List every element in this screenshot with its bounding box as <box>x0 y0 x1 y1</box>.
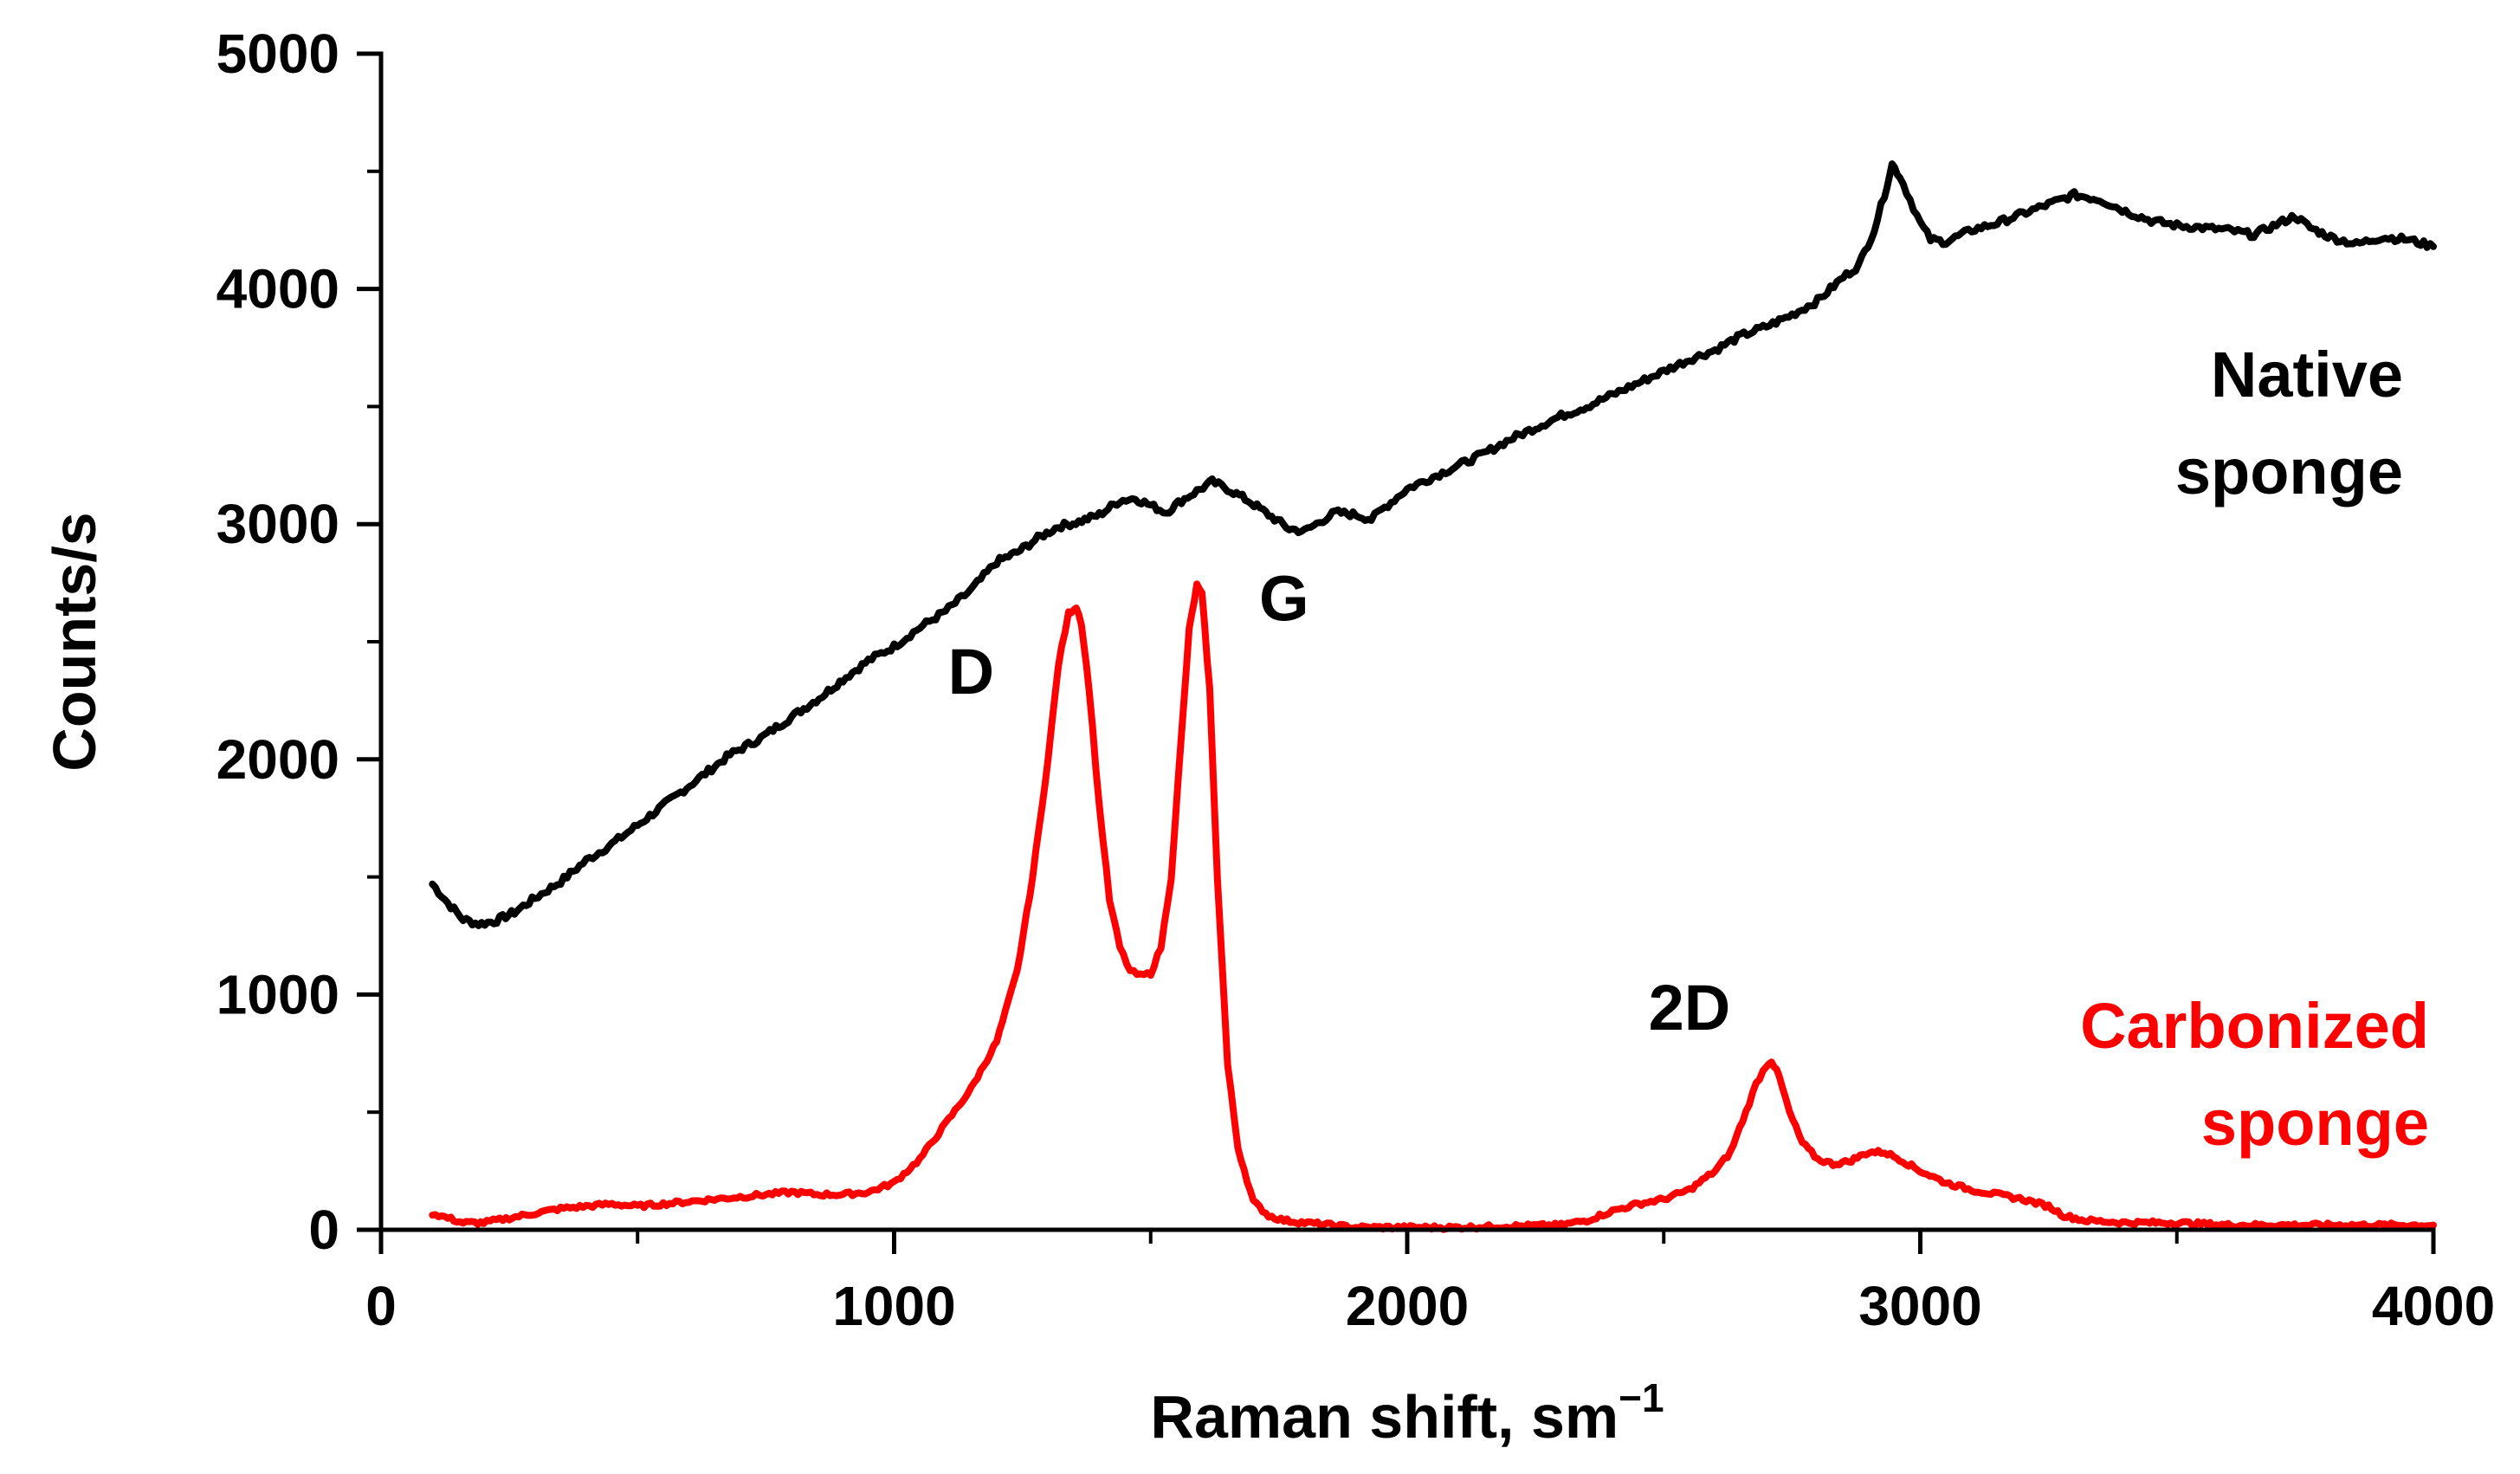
native-sponge-label-line: Native <box>2211 339 2403 411</box>
peak-label-g: G <box>1259 563 1309 635</box>
x-tick-label: 0 <box>365 1275 397 1337</box>
peak-label-2d: 2D <box>1649 972 1731 1044</box>
carbonized-sponge-label-line: Carbonized <box>2080 990 2429 1062</box>
x-tick-labels: 0 1000 2000 3000 4000 <box>365 1275 2495 1337</box>
y-tick-labels: 0 1000 2000 3000 4000 5000 <box>216 23 339 1261</box>
x-axis-title-text: Raman shift, sm <box>1150 1383 1619 1451</box>
native-sponge-label-line: sponge <box>2175 436 2403 507</box>
y-tick-label: 2000 <box>216 728 339 791</box>
carbonized-sponge-label-line: sponge <box>2201 1087 2429 1159</box>
x-axis-title-superscript: −1 <box>1619 1375 1664 1420</box>
y-tick-label: 4000 <box>216 258 339 320</box>
x-tick-label: 1000 <box>832 1275 955 1337</box>
x-tick-label: 4000 <box>2372 1275 2495 1337</box>
x-tick-label: 3000 <box>1858 1275 1981 1337</box>
x-axis-title: Raman shift, sm−1 <box>1150 1375 1664 1451</box>
series-labels: Native sponge Carbonized sponge <box>2080 339 2429 1159</box>
y-tick-label: 5000 <box>216 23 339 85</box>
y-tick-label: 0 <box>308 1199 339 1261</box>
y-tick-label: 1000 <box>216 963 339 1025</box>
series-lines <box>429 160 2437 1233</box>
tick-marks <box>357 51 2436 1254</box>
native-sponge-line <box>429 160 2437 929</box>
peak-label-d: D <box>948 636 994 708</box>
y-tick-label: 3000 <box>216 493 339 555</box>
carbonized-sponge-line <box>429 580 2437 1233</box>
peak-annotations: D G 2D <box>948 563 1731 1044</box>
y-axis-title: Counts/s <box>41 512 108 771</box>
x-tick-label: 2000 <box>1346 1275 1469 1337</box>
